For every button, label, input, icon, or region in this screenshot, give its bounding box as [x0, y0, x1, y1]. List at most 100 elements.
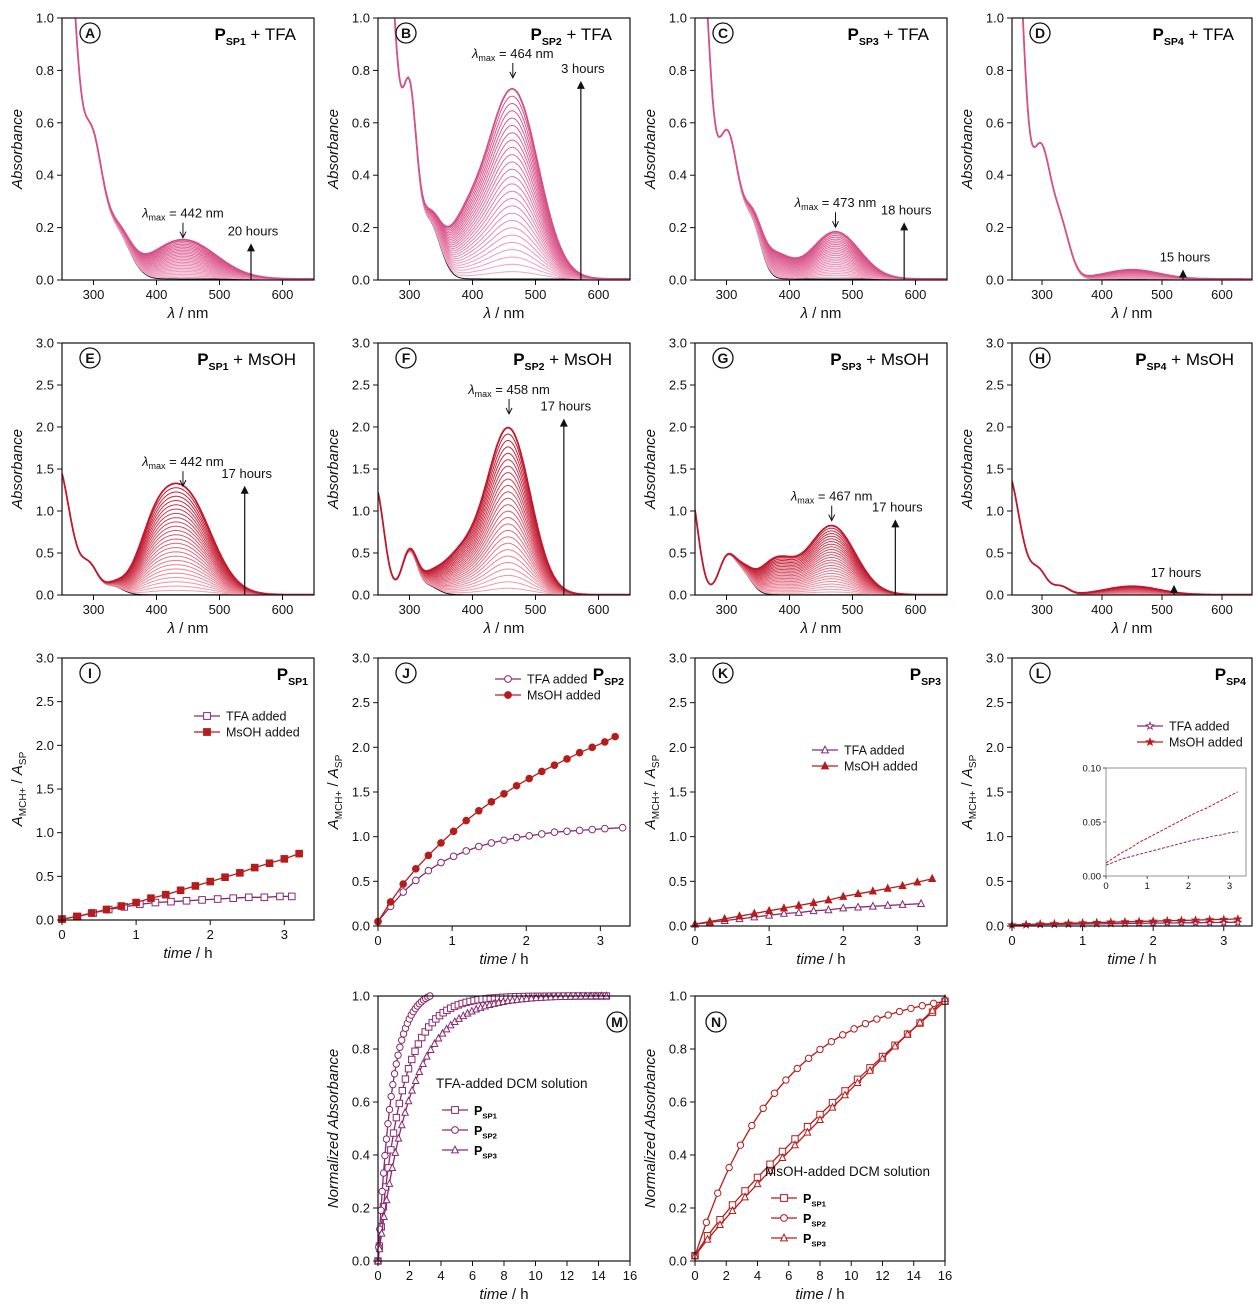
data-point — [512, 781, 521, 790]
data-point — [913, 877, 922, 886]
data-point — [385, 1105, 394, 1114]
data-point — [740, 1192, 750, 1201]
panel-letter-circle — [712, 347, 734, 369]
data-point — [151, 898, 160, 907]
spectra-group — [1012, 480, 1252, 595]
data-point — [430, 1038, 439, 1047]
y-tick-label: 3.0 — [669, 336, 687, 351]
data-point — [816, 1045, 824, 1054]
data-point — [753, 1179, 762, 1188]
y-label-slash: / — [642, 778, 659, 791]
y-tick-label: 1.0 — [669, 829, 687, 844]
spectrum-trace — [1012, 480, 1252, 595]
title-subscript: SP4 — [1226, 676, 1246, 688]
title-subscript: SP3 — [842, 361, 862, 373]
y-tick-label: 0.4 — [669, 1148, 687, 1163]
x-axis-label-symbol: time — [479, 951, 507, 968]
legend-label: TFA added — [1169, 720, 1230, 734]
data-point — [868, 886, 877, 895]
data-point — [161, 890, 170, 899]
x-axis-label: λ / nm — [1111, 305, 1153, 322]
growth-arrow-head — [559, 418, 568, 427]
x-tick-label: 400 — [146, 602, 168, 617]
data-point — [794, 900, 803, 909]
data-point — [779, 908, 789, 917]
x-tick-label: 300 — [83, 602, 105, 617]
y-tick-label: 1.0 — [352, 11, 370, 26]
data-point — [404, 1096, 413, 1105]
y-tick-label: 0.4 — [352, 1148, 370, 1163]
y-tick-label: 0.0 — [986, 273, 1004, 288]
x-axis-label: λ / nm — [167, 305, 209, 322]
data-point — [527, 993, 536, 1002]
data-point — [563, 827, 571, 836]
legend-label: TFA added — [844, 744, 905, 758]
data-point — [793, 1064, 801, 1073]
x-axis-label-unit: / h — [192, 945, 213, 962]
time-label: 3 hours — [561, 61, 605, 76]
spectrum-trace — [1012, 480, 1252, 595]
y-tick-label: 0.2 — [669, 1201, 687, 1216]
panel-L: TFA added MsOH added 0 1 2 3 0.00 0.05 0.10 0 1 2 3 0… — [959, 651, 1253, 968]
data-point — [1233, 917, 1243, 927]
y-tick-label: 0.6 — [986, 115, 1004, 130]
lambda-symbol: λ — [141, 206, 148, 221]
spectrum-trace — [1012, 480, 1252, 595]
x-tick-label: 400 — [779, 602, 801, 617]
data-point — [182, 896, 191, 905]
spectra-group — [706, 18, 947, 280]
y-tick-label: 2.5 — [986, 378, 1004, 393]
lambda-symbol: λ — [790, 489, 797, 504]
x-axis-label-unit: / nm — [491, 620, 524, 637]
x-axis-label-unit: / nm — [808, 620, 841, 637]
spectrum-trace — [62, 473, 314, 595]
panel-letter-circle — [79, 22, 101, 44]
data-point — [462, 816, 471, 825]
time-label: 18 hours — [881, 202, 932, 217]
title-base: P — [215, 25, 226, 44]
data-point — [1145, 736, 1155, 747]
panel-letter: N — [711, 1014, 721, 1030]
x-axis-label-unit: / h — [1136, 951, 1157, 968]
data-point — [401, 1107, 410, 1116]
y-tick-label: 3.0 — [352, 336, 370, 351]
data-point — [865, 1065, 875, 1074]
y-label-A2: A — [9, 765, 26, 776]
title-subscript: SP1 — [482, 1112, 497, 1121]
growth-arrow-head — [891, 519, 900, 528]
spectrum-trace — [378, 492, 630, 595]
title-subscript: SP3 — [482, 1152, 497, 1161]
title-base: P — [197, 350, 208, 369]
data-point — [1134, 916, 1144, 926]
panel-J: TFA added MsOH added 0 1 2 3 0.0 0.5 1.0 1.5 2.0 2.… — [325, 651, 631, 968]
y-tick-label: 2.0 — [669, 420, 687, 435]
data-point — [451, 1126, 459, 1134]
y-tick-label: 0.8 — [352, 1042, 370, 1057]
x-tick-label: 600 — [905, 602, 927, 617]
x-tick-label: 500 — [525, 287, 547, 302]
x-tick-label: 6 — [785, 1268, 792, 1283]
x-axis-label: time / h — [1107, 951, 1156, 968]
spectrum-trace — [1012, 480, 1252, 595]
spectrum-trace — [378, 439, 630, 595]
data-point — [411, 1047, 419, 1055]
y-axis-label: AMCH+ / ASP — [9, 751, 29, 827]
y-label-A2: A — [642, 768, 659, 779]
title-tail: + TFA — [246, 25, 297, 44]
x-axis-label-symbol: λ — [483, 620, 491, 637]
data-point — [102, 905, 111, 914]
x-tick-label: 2 — [207, 927, 214, 942]
data-point — [714, 1189, 722, 1197]
legend-label: MsOH added — [527, 689, 601, 703]
y-tick-label: 0.2 — [986, 220, 1004, 235]
y-label-A: A — [325, 819, 342, 830]
x-tick-label: 0 — [374, 933, 381, 948]
data-point — [244, 893, 253, 902]
y-tick-label: 1.0 — [36, 825, 54, 840]
y-label-A2: A — [959, 768, 976, 779]
growth-arrow-head — [240, 485, 249, 494]
plot-frame — [694, 17, 948, 281]
title-subscript: SP3 — [811, 1240, 826, 1249]
data-point — [250, 863, 259, 872]
data-point — [147, 894, 155, 902]
